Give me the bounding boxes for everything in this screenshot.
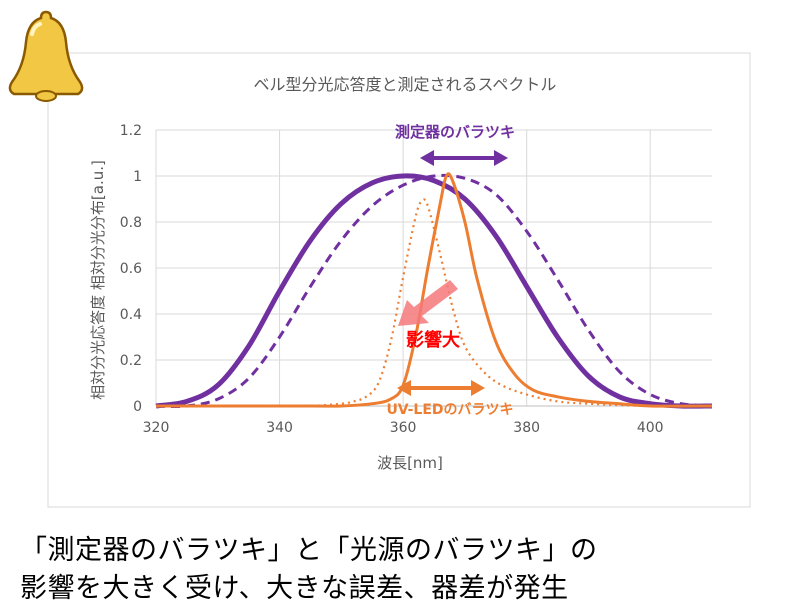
chart-title: ベル型分光応答度と測定されるスペクトル	[254, 75, 557, 94]
chart-frame	[47, 52, 751, 508]
caption-line-1: 「測定器のバラツキ」と「光源のバラツキ」の	[20, 535, 598, 566]
caption-line-2: 影響を大きく受け、大きな誤差、器差が発生	[20, 573, 569, 604]
purple-variation-arrow	[420, 150, 508, 166]
orange-variation-label: UV-LEDのバラツキ	[386, 402, 513, 418]
y-axis-label: 相対分光応答度 相対分光分布[a.u.]	[89, 160, 107, 400]
y-tick-label: 0.2	[120, 353, 142, 369]
x-tick-label: 360	[390, 420, 417, 436]
x-tick-label: 400	[637, 420, 664, 436]
orange-variation-arrow	[397, 380, 485, 396]
x-tick-label: 380	[513, 420, 540, 436]
impact-label: 影響大	[406, 329, 460, 351]
series-lines	[155, 172, 713, 409]
bell-icon	[8, 10, 84, 102]
series-line-2	[155, 173, 713, 409]
tick-labels: 0 0.2 0.4 0.6 0.8 1 1.2 320 340 360 380 400	[120, 123, 664, 436]
impact-arrow	[398, 280, 458, 326]
y-tick-label: 1	[133, 169, 142, 185]
x-tick-label: 320	[143, 420, 170, 436]
y-tick-label: 0.4	[120, 307, 142, 323]
purple-variation-label: 測定器のバラツキ	[395, 123, 515, 141]
x-tick-label: 340	[266, 420, 293, 436]
series-line-4	[156, 198, 713, 408]
y-tick-label: 0.8	[120, 215, 142, 231]
series-line-3	[156, 172, 713, 408]
series-line-1	[155, 173, 713, 409]
y-tick-label: 1.2	[120, 123, 142, 139]
y-tick-label: 0.6	[120, 261, 142, 277]
y-tick-label: 0	[133, 399, 142, 415]
x-axis-label: 波長[nm]	[377, 454, 443, 472]
chart: 0 0.2 0.4 0.6 0.8 1 1.2 320 340 360 380 400 ベル型分光応答…	[8, 10, 751, 508]
